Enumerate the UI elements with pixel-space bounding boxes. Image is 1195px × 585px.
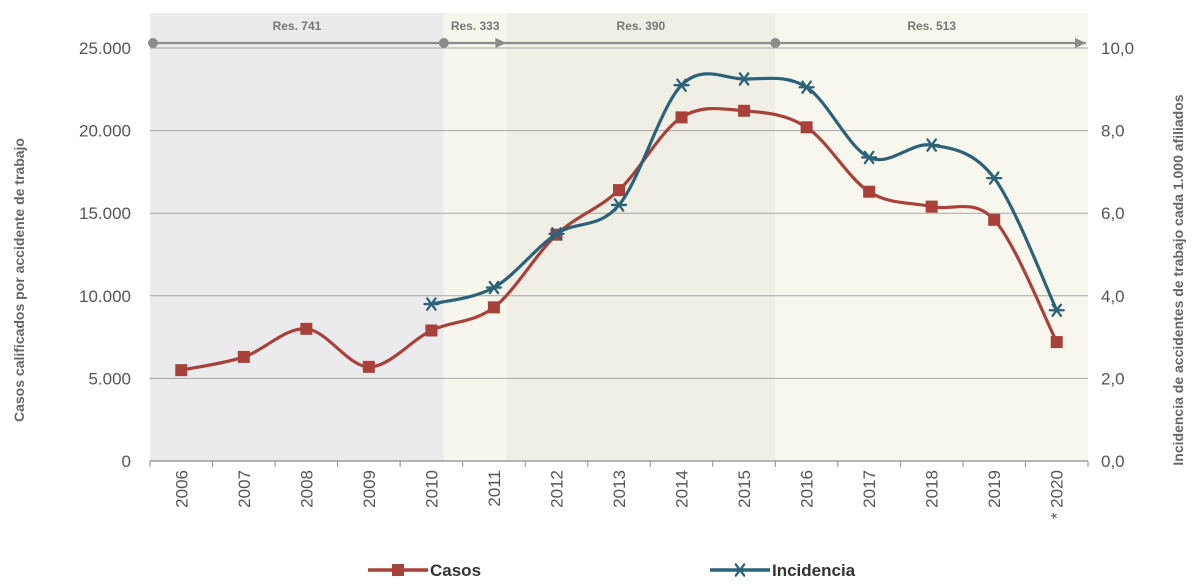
period-band-1: [443, 13, 507, 461]
x-tick-label: 2007: [235, 470, 254, 508]
period-label-0: Res. 741: [273, 19, 322, 33]
data-point-incidencia: [673, 78, 690, 92]
x-tick-label: 2017: [860, 470, 879, 508]
legend-marker-casos: [392, 564, 404, 576]
data-point-casos: [675, 111, 688, 124]
y-tick-label: 10.000: [79, 287, 131, 306]
x-tick-label: 2012: [547, 470, 566, 508]
data-point-casos: [800, 121, 813, 134]
x-tick-label: 2015: [735, 470, 754, 508]
data-point-casos: [300, 322, 313, 335]
data-point-casos: [425, 324, 438, 337]
period-band-3: [775, 13, 1088, 461]
data-point-casos: [738, 104, 751, 117]
x-tick-label: 2010: [422, 470, 441, 508]
legend-marker-incidencia: [731, 563, 749, 577]
data-point-casos: [362, 360, 375, 373]
data-point-incidencia: [485, 280, 503, 295]
data-point-incidencia: [986, 171, 1003, 185]
data-point-incidencia: [423, 297, 440, 311]
y-tick-label: 25.000: [79, 39, 131, 58]
x-tick-label: 2013: [610, 470, 629, 508]
y2-axis-title: Incidencia de accidentes de trabajo cada…: [1170, 94, 1186, 465]
x-tick-label: 2006: [172, 470, 191, 508]
x-tick-label: 2009: [360, 470, 379, 508]
period-label-1: Res. 333: [451, 19, 500, 33]
period-arrow-3: [1075, 38, 1086, 48]
period-dot-0: [148, 38, 158, 48]
y-tick-label: 0: [122, 452, 131, 471]
period-arrow-1: [495, 38, 507, 48]
period-label-3: Res. 513: [907, 19, 956, 33]
data-point-incidencia: [860, 150, 878, 165]
x-tick-label: 2019: [985, 470, 1004, 508]
data-point-casos: [487, 301, 500, 314]
x-tick-label: 2014: [673, 470, 692, 508]
period-dot-2: [770, 38, 781, 48]
x-tick-label: 2008: [297, 470, 316, 508]
data-point-incidencia: [548, 227, 565, 241]
y2-tick-label: 0,0: [1101, 452, 1125, 471]
data-point-casos: [613, 184, 625, 197]
y2-tick-label: 6,0: [1101, 204, 1125, 223]
data-point-incidencia: [735, 72, 753, 86]
y2-tick-label: 8,0: [1101, 122, 1125, 141]
period-dot-1: [438, 38, 449, 48]
period-label-2: Res. 390: [617, 19, 666, 33]
data-point-incidencia: [798, 80, 815, 94]
data-point-incidencia: [610, 198, 628, 212]
data-point-incidencia: [1048, 303, 1065, 318]
y2-tick-label: 4,0: [1101, 287, 1125, 306]
x-tick-label: 2011: [485, 470, 504, 507]
x-tick-label: 2016: [798, 470, 817, 508]
y-axis-title: Casos calificados por accidente de traba…: [11, 138, 27, 422]
data-point-incidencia: [923, 138, 940, 152]
y-tick-label: 15.000: [79, 204, 131, 223]
y-tick-label: 20.000: [79, 122, 131, 141]
x-tick-label: 2018: [923, 470, 942, 508]
legend-label-incidencia: Incidencia: [772, 561, 856, 580]
period-band-2: [506, 13, 776, 461]
period-band-0: [150, 13, 444, 461]
y2-tick-label: 10,0: [1101, 39, 1134, 58]
data-point-casos: [1050, 336, 1063, 349]
data-point-casos: [175, 364, 188, 377]
y-tick-label: 5.000: [88, 369, 131, 388]
x-tick-label: * 2020: [1048, 470, 1067, 519]
data-point-casos: [925, 200, 938, 213]
y2-tick-label: 2,0: [1101, 369, 1125, 388]
data-point-casos: [237, 350, 250, 363]
data-point-casos: [863, 185, 876, 198]
legend-label-casos: Casos: [430, 561, 481, 580]
data-point-casos: [988, 213, 1001, 226]
